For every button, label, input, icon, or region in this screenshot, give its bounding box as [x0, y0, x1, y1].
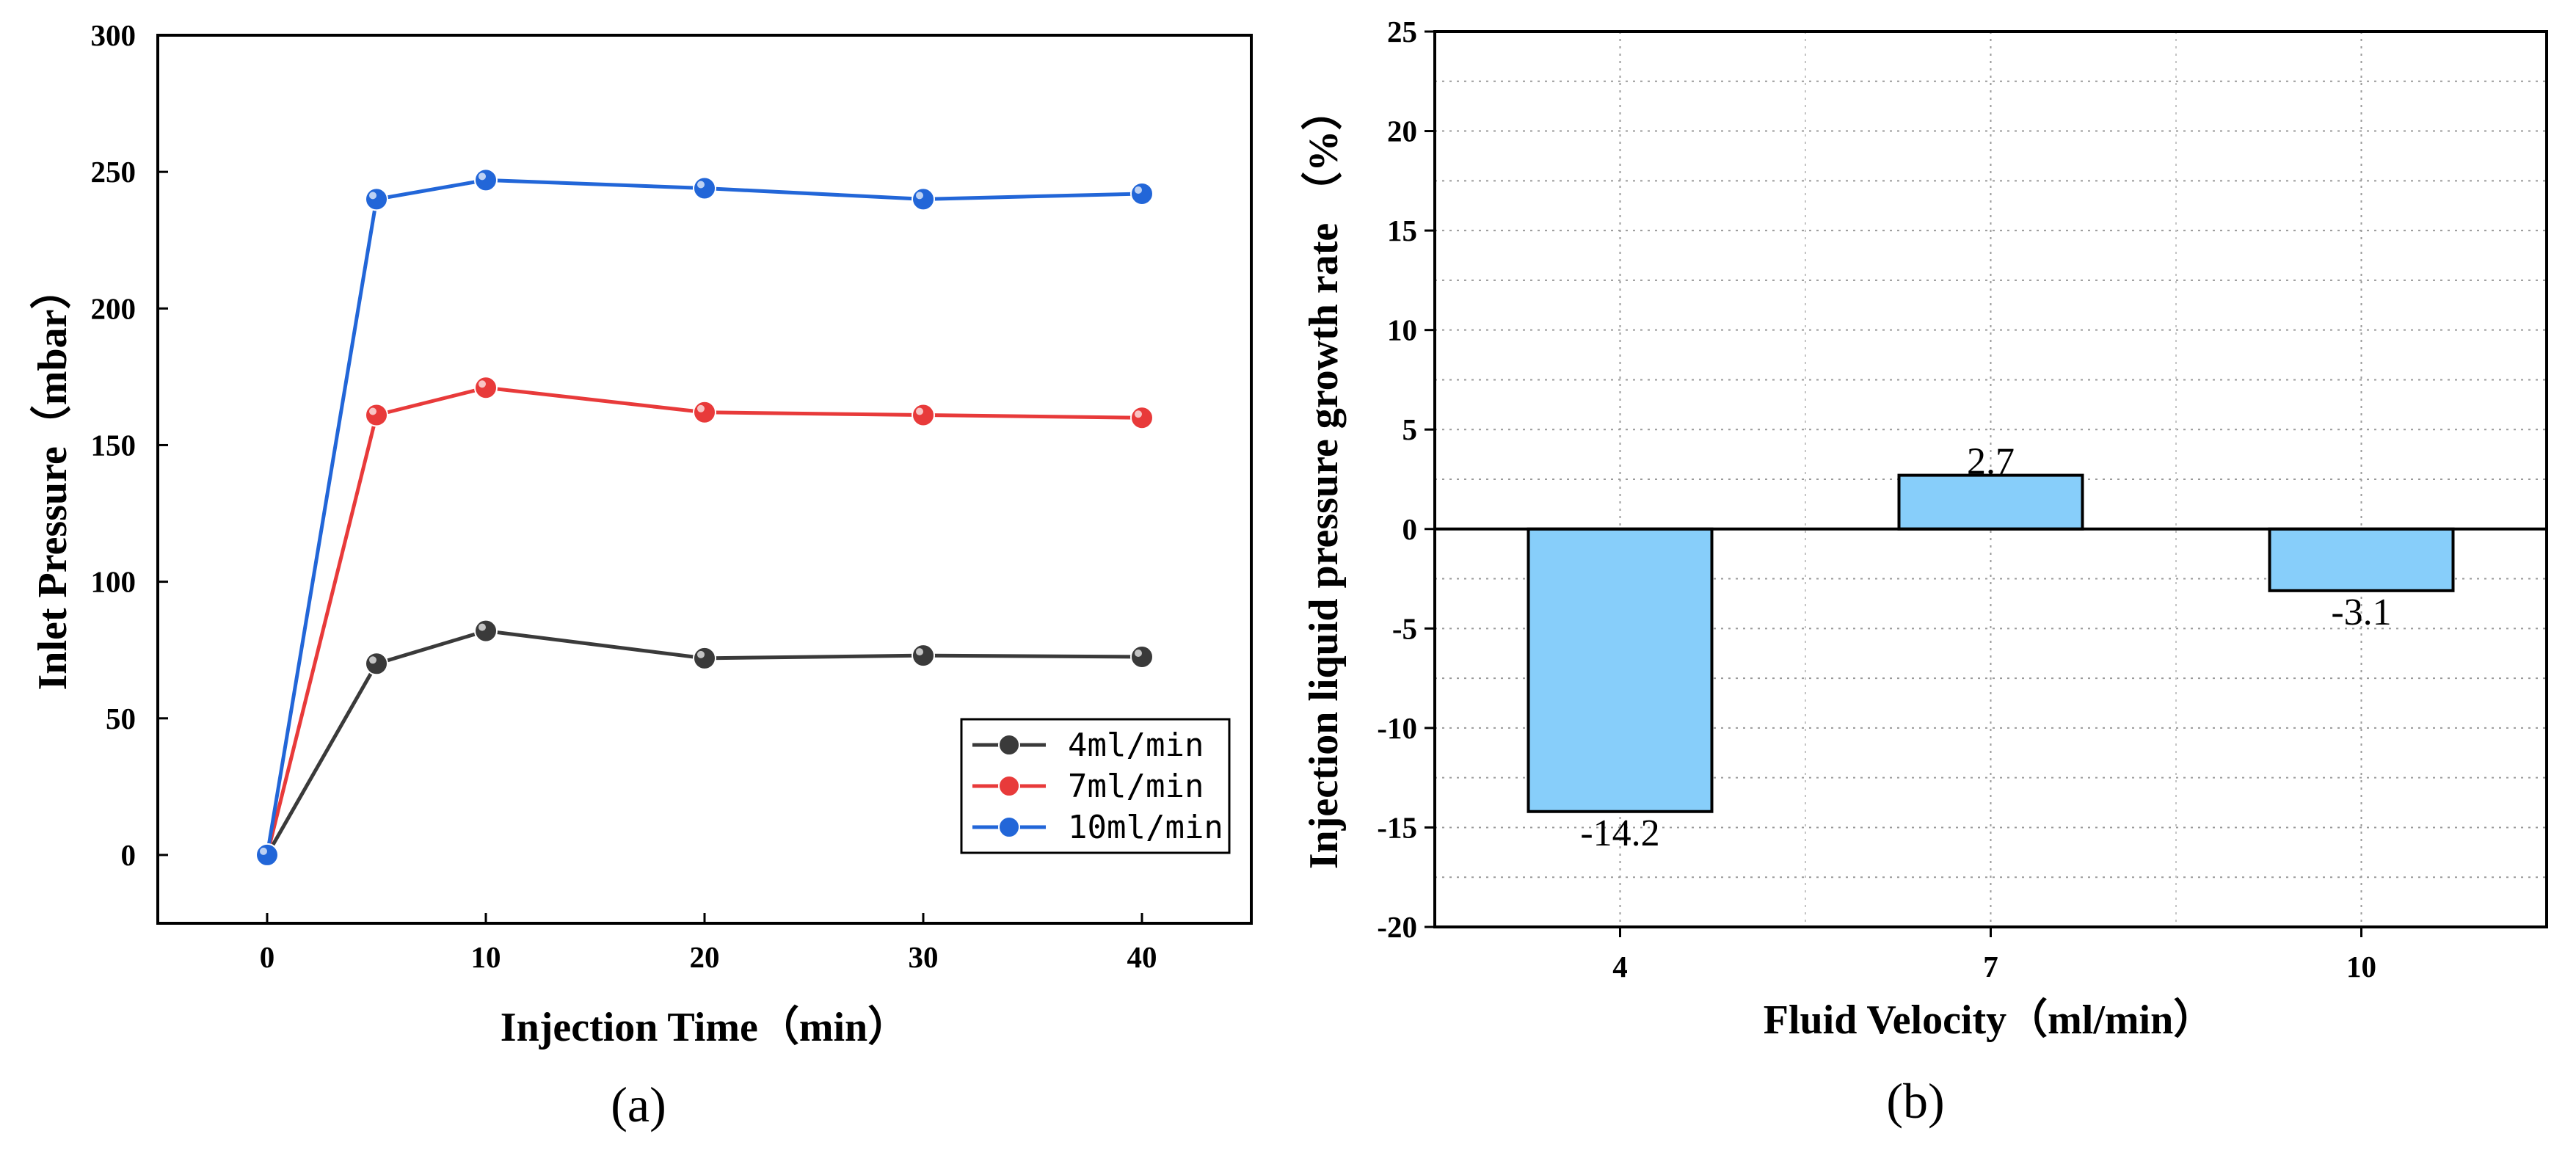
data-label: 2.7 [1967, 441, 2015, 483]
data-point [693, 646, 716, 670]
series-line-7ml/min [265, 385, 1143, 856]
y-tick-label: 200 [91, 291, 137, 325]
legend-marker [998, 734, 1020, 756]
legend-marker [998, 816, 1020, 838]
data-point-highlight [369, 407, 376, 415]
legend-label: 4ml/min [1068, 727, 1204, 764]
data-point-highlight [479, 172, 486, 181]
panel-a-plot-frame [156, 34, 1253, 925]
data-point-highlight [1135, 186, 1142, 194]
series-line-10ml/min [265, 178, 1143, 856]
data-point-highlight [479, 623, 486, 631]
y-tick-label: 250 [91, 155, 137, 189]
data-point-highlight [916, 192, 923, 200]
y-tick-label: 15 [1387, 214, 1417, 247]
data-point [474, 376, 498, 400]
data-label: -3.1 [2331, 592, 2391, 633]
data-point [912, 187, 935, 211]
data-point-highlight [916, 407, 923, 415]
y-tick-label: -20 [1377, 910, 1417, 944]
data-point-highlight [916, 648, 923, 656]
x-tick-label: 30 [909, 940, 939, 974]
data-point [1130, 406, 1154, 430]
panel-b-bar-chart: -14.2 2.7 -3.1 -20 -15 -10 -5 0 5 10 15 20 25 4 7 10 F… [1300, 15, 2548, 1129]
y-tick-label: 5 [1402, 412, 1418, 446]
x-tick-label: 0 [260, 940, 275, 974]
data-point-highlight [697, 181, 705, 189]
bar-4 [1527, 527, 1714, 813]
data-point-highlight [369, 192, 376, 200]
data-point [693, 400, 716, 424]
x-tick-label: 4 [1612, 950, 1628, 983]
panel-b-y-axis-title: Injection liquid pressure growth rate （%… [1300, 90, 1347, 869]
data-point [1130, 645, 1154, 669]
y-tick-label: 0 [1402, 512, 1418, 546]
data-point [1130, 181, 1154, 205]
legend-label: 10ml/min [1068, 809, 1223, 846]
series-line-4ml/min [265, 629, 1143, 856]
data-point-highlight [1135, 410, 1142, 418]
data-point [255, 843, 279, 867]
panel-a-label: (a) [611, 1077, 666, 1132]
y-tick-label: -10 [1377, 711, 1417, 745]
data-point [365, 403, 388, 427]
y-tick-label: 25 [1387, 15, 1417, 48]
y-tick-label: 20 [1387, 114, 1417, 148]
x-tick-label: 40 [1127, 940, 1157, 974]
x-tick-label: 7 [1983, 950, 1998, 983]
data-point-highlight [1135, 650, 1142, 657]
data-point-highlight [697, 404, 705, 412]
data-point-highlight [697, 650, 705, 658]
data-point [474, 619, 498, 643]
y-tick-label: 300 [91, 18, 137, 52]
data-label: -14.2 [1580, 812, 1659, 854]
panel-a-x-axis-title: Injection Time（min） [501, 1004, 909, 1050]
legend-marker [998, 775, 1020, 797]
bar-10 [2268, 527, 2455, 592]
y-tick-label: 150 [91, 428, 137, 462]
x-tick-label: 20 [690, 940, 720, 974]
legend-label: 7ml/min [1068, 768, 1204, 805]
data-point-highlight [260, 847, 267, 855]
data-point [474, 168, 498, 192]
y-tick-label: -15 [1377, 810, 1417, 844]
data-point [912, 403, 935, 427]
panel-b-x-axis-title: Fluid Velocity（ml/min） [1764, 997, 2215, 1043]
panel-a-line-chart: 0 10 20 30 40 0 50 100 150 200 250 300 Injection Ti… [29, 18, 1253, 1132]
data-point-highlight [479, 380, 486, 388]
y-tick-label: 100 [91, 565, 137, 599]
y-tick-label: -5 [1392, 611, 1417, 645]
bar-7 [1897, 473, 2084, 531]
x-tick-label: 10 [2346, 950, 2376, 983]
data-point [365, 187, 388, 211]
data-point [365, 652, 388, 676]
panel-a-y-axis-title: Inlet Pressure（mbar） [29, 269, 76, 691]
y-tick-label: 0 [121, 838, 137, 872]
data-point [912, 644, 935, 668]
data-point-highlight [369, 656, 376, 664]
data-point [693, 176, 716, 200]
y-tick-label: 10 [1387, 313, 1417, 347]
y-tick-label: 50 [106, 702, 136, 735]
x-tick-label: 10 [471, 940, 501, 974]
panel-b-label: (b) [1886, 1073, 1944, 1129]
panel-a-legend: 4ml/min 7ml/min 10ml/min [960, 718, 1231, 854]
